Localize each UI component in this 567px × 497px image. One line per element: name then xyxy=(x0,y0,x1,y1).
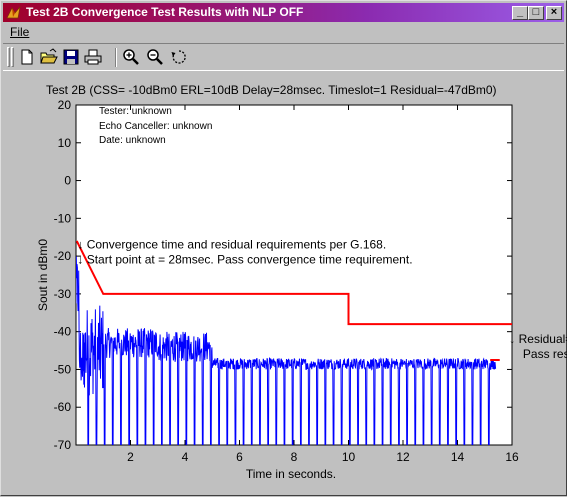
y-tick-label: -60 xyxy=(54,400,72,414)
rotate-icon xyxy=(171,50,186,64)
x-tick-label: 2 xyxy=(127,450,134,464)
window-title: Test 2B Convergence Test Results with NL… xyxy=(26,5,304,19)
x-axis-label: Time in seconds. xyxy=(246,467,336,481)
print-button[interactable] xyxy=(84,48,102,66)
chart-title: Test 2B (CSS= -10dBm0 ERL=10dB Delay=28m… xyxy=(46,83,497,97)
matlab-logo-icon xyxy=(6,5,21,19)
x-axis: 2 4 6 8 10 12 14 16 xyxy=(127,105,519,464)
y-tick-label: -40 xyxy=(54,325,72,339)
x-tick-label: 12 xyxy=(396,450,410,464)
maximize-button[interactable]: □ xyxy=(528,6,544,20)
title-bar[interactable]: Test 2B Convergence Test Results with NL… xyxy=(3,3,564,22)
toolbar-grip[interactable] xyxy=(7,47,10,67)
toolbar-separator xyxy=(115,48,117,67)
open-folder-icon xyxy=(40,48,58,64)
zoom-out-button[interactable] xyxy=(146,48,164,66)
date-label: Date: unknown xyxy=(99,135,166,146)
zoom-in-icon xyxy=(123,49,139,65)
annotation-residual: ↓ Residual= xyxy=(509,332,567,346)
save-disk-icon xyxy=(63,49,79,65)
tester-label: Tester: unknown xyxy=(99,106,172,117)
y-tick-label: -30 xyxy=(54,287,72,301)
new-file-icon xyxy=(21,49,33,65)
new-file-button[interactable] xyxy=(18,48,36,66)
plot-area[interactable]: Test 2B (CSS= -10dBm0 ERL=10dB Delay=28m… xyxy=(1,72,567,497)
y-tick-label: -20 xyxy=(54,249,72,263)
open-button[interactable] xyxy=(40,48,58,66)
x-tick-label: 16 xyxy=(505,450,519,464)
y-tick-label: 0 xyxy=(64,174,71,188)
toolbar xyxy=(3,43,564,71)
sout-signal-line xyxy=(76,256,497,445)
x-tick-label: 4 xyxy=(182,450,189,464)
y-tick-label: -50 xyxy=(54,362,72,376)
minimize-button[interactable]: _ xyxy=(512,6,528,20)
rotate-button[interactable] xyxy=(170,48,188,66)
y-axis-label: Sout in dBm0 xyxy=(36,239,50,311)
info-text: Tester: unknown Echo Canceller: unknown … xyxy=(99,106,212,146)
menu-file-label: File xyxy=(10,25,30,39)
requirement-mask-line xyxy=(76,240,512,326)
series-group xyxy=(76,240,512,445)
menu-file[interactable]: File xyxy=(10,25,29,39)
x-tick-label: 8 xyxy=(291,450,298,464)
save-button[interactable] xyxy=(62,48,80,66)
echo-canceller-label: Echo Canceller: unknown xyxy=(99,121,212,132)
annotation-convergence-requirements: ↓ Convergence time and residual requirem… xyxy=(77,238,386,252)
annotation-pass-residual: Pass res xyxy=(523,347,567,361)
print-icon xyxy=(84,49,102,65)
zoom-out-icon xyxy=(147,49,163,65)
y-tick-label: -70 xyxy=(54,438,72,452)
x-tick-label: 14 xyxy=(451,450,465,464)
x-tick-label: 10 xyxy=(342,450,356,464)
menu-bar: File xyxy=(3,23,564,41)
close-button[interactable]: × xyxy=(546,6,562,20)
y-tick-label: -10 xyxy=(54,211,72,225)
y-tick-label: 20 xyxy=(58,98,72,112)
x-tick-label: 6 xyxy=(236,450,243,464)
annotation-start-point: ↓ Start point at = 28msec. Pass converge… xyxy=(77,253,412,267)
toolbar-grip-2[interactable] xyxy=(11,47,14,67)
axes-background xyxy=(75,104,513,446)
y-axis: 20 10 0 -10 -20 -30 -40 -50 -60 -70 xyxy=(54,98,512,452)
y-tick-label: 10 xyxy=(58,136,72,150)
zoom-in-button[interactable] xyxy=(122,48,140,66)
